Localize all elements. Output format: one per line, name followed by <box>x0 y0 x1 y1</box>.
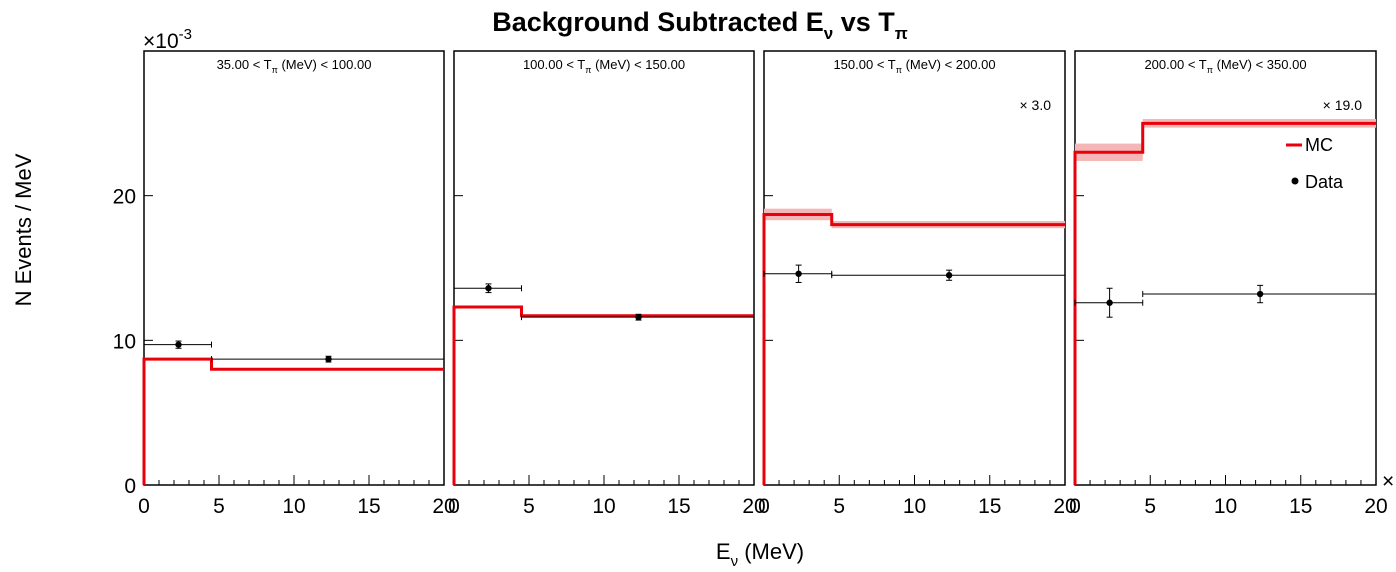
panel-3: 0 5 10 15 20 150.00 < Tπ (MeV) < 200.00 × 3.0 <box>758 50 1077 518</box>
mc-histogram-line <box>1073 121 1376 485</box>
panel-1: 0 5 10 15 20 35.00 < Tπ (MeV) < 100.00 <box>138 50 456 518</box>
legend: MC Data <box>1286 135 1344 192</box>
y-tick-label: 10 <box>113 330 136 353</box>
x-tick-label: 20 <box>432 495 455 518</box>
panels: 0 5 10 15 20 35.00 < Tπ (MeV) < 100.00 0 5 10 15 2… <box>138 50 1388 518</box>
mc-histogram-line <box>452 305 754 485</box>
data-point <box>485 285 492 292</box>
x-tick-label: 0 <box>448 495 460 518</box>
x-tick-label: 0 <box>758 495 770 518</box>
x-tick-label: 10 <box>282 495 305 518</box>
x-tick-label: 15 <box>1289 495 1312 518</box>
y-tick-labels: 0 10 20 <box>113 186 136 498</box>
y-tick-label: 0 <box>124 475 136 498</box>
x-axis-corner-mark: × <box>1382 470 1394 493</box>
y-exponent-label: ×10-3 <box>143 26 192 53</box>
panel-label: 100.00 < Tπ (MeV) < 150.00 <box>523 57 685 75</box>
panel-label: 35.00 < Tπ (MeV) < 100.00 <box>217 57 372 75</box>
x-tick-label: 10 <box>903 495 926 518</box>
panel-frame <box>453 50 755 486</box>
x-tick-label: 15 <box>357 495 380 518</box>
panel-4: 0 5 10 15 20 200.00 < Tπ (MeV) < 350.00 × 19.0 <box>1069 50 1388 518</box>
legend-mc-label: MC <box>1305 135 1333 155</box>
chart-title: Background Subtracted Eν vs Tπ <box>492 7 908 43</box>
panel-frame <box>1074 50 1377 486</box>
panel-2: 0 5 10 15 20 100.00 < Tπ (MeV) < 150.00 <box>448 50 766 518</box>
panel-label: 150.00 < Tπ (MeV) < 200.00 <box>833 57 995 75</box>
x-axis-title: Eν (MeV) <box>716 539 804 570</box>
x-tick-label: 15 <box>667 495 690 518</box>
legend-data-marker <box>1291 177 1299 185</box>
panel-frame <box>763 50 1066 486</box>
legend-data-label: Data <box>1305 172 1344 192</box>
data-point <box>175 341 182 348</box>
x-tick-label: 10 <box>1214 495 1237 518</box>
x-tick-label: 20 <box>742 495 765 518</box>
x-tick-label: 5 <box>523 495 535 518</box>
data-point <box>635 313 642 321</box>
panel-scale-factor: × 19.0 <box>1323 97 1363 113</box>
data-point <box>1106 299 1113 306</box>
data-point <box>945 272 953 279</box>
data-point <box>325 355 332 363</box>
y-tick-label: 20 <box>113 186 136 209</box>
x-tick-label: 15 <box>978 495 1001 518</box>
x-tick-label: 5 <box>213 495 225 518</box>
panel-label: 200.00 < Tπ (MeV) < 350.00 <box>1144 57 1306 75</box>
x-tick-label: 5 <box>833 495 845 518</box>
y-axis-title: N Events / MeV <box>11 153 36 306</box>
data-point <box>1256 290 1264 298</box>
x-tick-label: 5 <box>1144 495 1156 518</box>
x-tick-label: 0 <box>138 495 150 518</box>
mc-histogram-line <box>762 212 1065 485</box>
data-point <box>795 270 802 277</box>
x-tick-label: 0 <box>1069 495 1081 518</box>
x-tick-label: 20 <box>1053 495 1076 518</box>
panel-frame <box>143 50 445 486</box>
mc-histogram-line <box>142 357 444 485</box>
panel-scale-factor: × 3.0 <box>1019 97 1051 113</box>
x-tick-label: 20 <box>1364 495 1387 518</box>
x-tick-label: 10 <box>592 495 615 518</box>
